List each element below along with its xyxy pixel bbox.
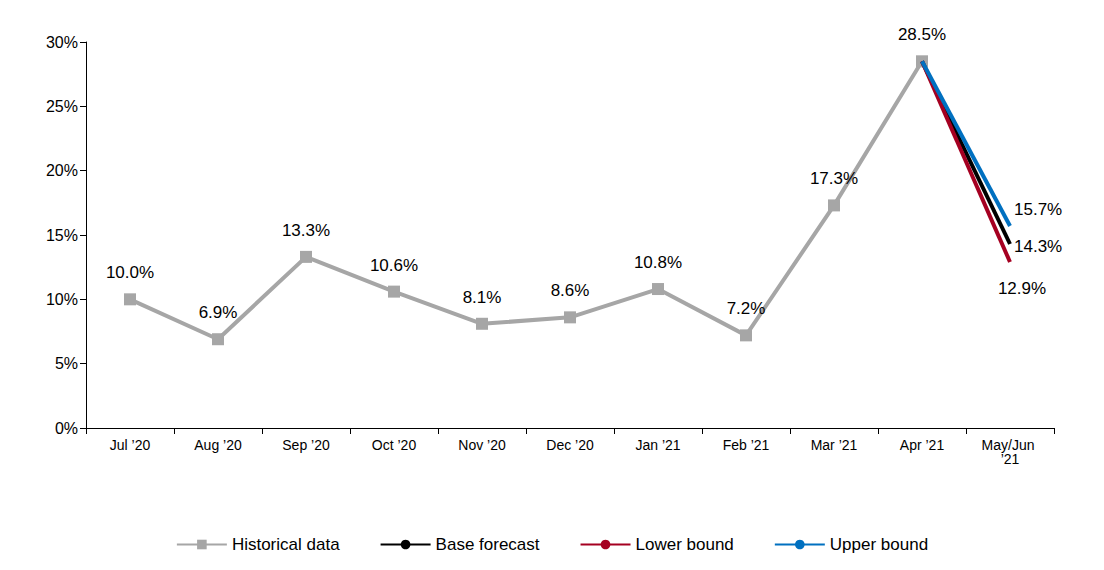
svg-text:’21: ’21 bbox=[1001, 451, 1020, 467]
svg-text:10%: 10% bbox=[46, 291, 78, 308]
svg-text:12.9%: 12.9% bbox=[998, 279, 1046, 298]
svg-text:Sep ’20: Sep ’20 bbox=[282, 437, 330, 453]
svg-text:7.2%: 7.2% bbox=[727, 299, 766, 318]
svg-text:Feb ’21: Feb ’21 bbox=[723, 437, 770, 453]
svg-text:Jul ’20: Jul ’20 bbox=[110, 437, 151, 453]
svg-text:Mar ’21: Mar ’21 bbox=[811, 437, 858, 453]
svg-text:14.3%: 14.3% bbox=[1014, 237, 1062, 256]
svg-text:28.5%: 28.5% bbox=[898, 25, 946, 44]
svg-text:8.1%: 8.1% bbox=[463, 288, 502, 307]
svg-text:30%: 30% bbox=[46, 34, 78, 51]
svg-text:25%: 25% bbox=[46, 98, 78, 115]
svg-text:Aug ’20: Aug ’20 bbox=[194, 437, 242, 453]
svg-text:Historical data: Historical data bbox=[232, 535, 340, 554]
svg-text:15.7%: 15.7% bbox=[1014, 200, 1062, 219]
svg-text:17.3%: 17.3% bbox=[810, 169, 858, 188]
svg-text:8.6%: 8.6% bbox=[551, 281, 590, 300]
svg-text:Base forecast: Base forecast bbox=[436, 535, 540, 554]
svg-text:10.0%: 10.0% bbox=[106, 263, 154, 282]
svg-text:Jan ’21: Jan ’21 bbox=[635, 437, 680, 453]
svg-text:10.8%: 10.8% bbox=[634, 253, 682, 272]
svg-text:May/Jun: May/Jun bbox=[981, 437, 1039, 453]
svg-text:15%: 15% bbox=[46, 227, 78, 244]
svg-text:Upper bound: Upper bound bbox=[830, 535, 928, 554]
svg-text:10.6%: 10.6% bbox=[370, 256, 418, 275]
svg-text:Apr ’21: Apr ’21 bbox=[900, 437, 945, 453]
svg-text:Dec ’20: Dec ’20 bbox=[546, 437, 594, 453]
svg-text:6.9%: 6.9% bbox=[199, 303, 238, 322]
svg-text:20%: 20% bbox=[46, 162, 78, 179]
svg-text:Lower bound: Lower bound bbox=[636, 535, 734, 554]
svg-text:5%: 5% bbox=[55, 355, 78, 372]
svg-text:Oct ’20: Oct ’20 bbox=[372, 437, 417, 453]
svg-text:13.3%: 13.3% bbox=[282, 221, 330, 240]
svg-text:0%: 0% bbox=[55, 420, 78, 437]
svg-text:Nov ’20: Nov ’20 bbox=[458, 437, 506, 453]
